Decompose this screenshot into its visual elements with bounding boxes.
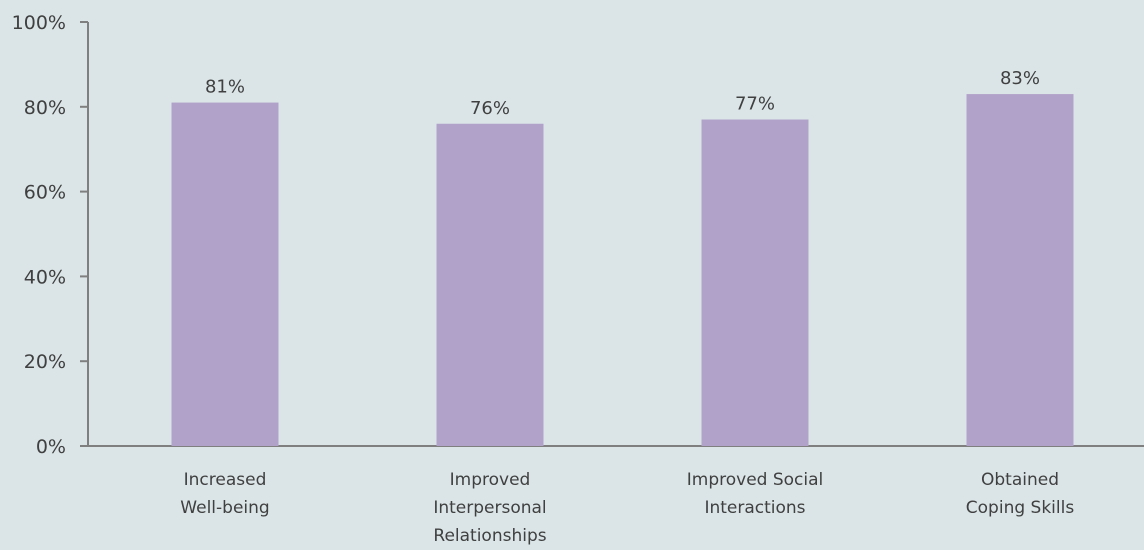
category-label: Well-being [180,498,269,518]
y-tick-label: 60% [24,182,66,204]
category-label: Interpersonal [433,498,546,518]
category-label: Obtained [981,470,1059,490]
y-tick-label: 40% [24,266,66,288]
y-tick-label: 20% [24,351,66,373]
data-labels: 81% 76% 77% 83% [205,68,1040,119]
bar [701,119,809,447]
bar [436,123,544,446]
data-label: 77% [735,94,775,115]
y-axis: 0% 20% 40% 60% 80% 100% [12,12,89,458]
bar [171,102,279,446]
data-label: 83% [1000,68,1040,89]
category-label: Improved Social [687,470,824,490]
data-label: 81% [205,77,245,98]
category-label: Relationships [433,526,546,546]
bars [171,94,1074,447]
y-tick-label: 100% [12,12,66,34]
category-label: Improved [450,470,531,490]
data-label: 76% [470,98,510,119]
category-label: Coping Skills [966,498,1075,518]
y-tick-label: 0% [36,436,66,458]
bar [966,94,1074,446]
category-labels: Increased Well-being Improved Interpersonal… [180,470,1074,546]
category-label: Interactions [704,498,805,518]
category-label: Increased [184,470,267,490]
y-tick-label: 80% [24,97,66,119]
